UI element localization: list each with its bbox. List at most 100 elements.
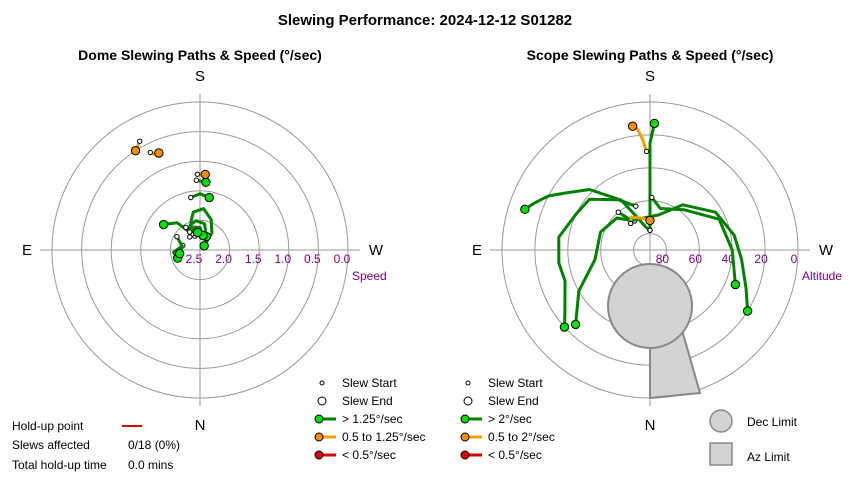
- dome-legend-label: 0.5 to 1.25°/sec: [342, 430, 426, 444]
- scope-slew-path: [557, 197, 638, 329]
- dec-limit-swatch: [709, 409, 733, 433]
- scope-legend-slow-marker: [460, 450, 470, 460]
- scope-compass-left: E: [472, 242, 482, 259]
- dome-radial-tick-label: 1.5: [245, 252, 262, 266]
- scope-legend-label: Slew End: [488, 394, 539, 408]
- slews-affected-label: Slews affected: [12, 438, 90, 452]
- dec-limit-region: [607, 263, 693, 349]
- dome-radial-tick-label: 0.0: [334, 252, 351, 266]
- scope-legend-medium-marker: [460, 432, 470, 442]
- dome-legend-label: > 1.25°/sec: [342, 412, 403, 426]
- dome-legend-slow-marker: [314, 450, 324, 460]
- dome-slew-start-marker: [193, 177, 200, 183]
- dome-slew-start-marker: [147, 149, 153, 156]
- dome-legend: Slew Start Slew End > 1.25°/sec 0.5 to 1.25…: [314, 376, 426, 462]
- az-limit-label: Az Limit: [747, 450, 790, 464]
- dome-slew-start-marker: [183, 224, 189, 231]
- scope-slew-end-marker: [559, 322, 570, 332]
- dome-legend-label: Slew Start: [342, 376, 397, 390]
- scope-radial-tick-label: 0: [791, 252, 798, 266]
- scope-legend-end-symbol: [463, 396, 473, 406]
- dome-legend-start-symbol: [319, 380, 325, 386]
- scope-slew-path: [650, 195, 737, 286]
- dome-slew-end-marker: [200, 169, 210, 180]
- dome-legend-end-symbol: [317, 396, 327, 406]
- dome-slew-end-marker: [199, 241, 209, 251]
- az-limit-swatch: [709, 442, 733, 466]
- dome-slew-end-marker: [204, 192, 214, 203]
- scope-slew-start-marker: [615, 209, 621, 215]
- scope-chart-title: Scope Slewing Paths & Speed (°/sec): [527, 47, 774, 63]
- dome-chart-title: Dome Slewing Paths & Speed (°/sec): [78, 47, 322, 63]
- scope-slew-start-marker: [647, 227, 653, 233]
- dome-legend-fast-marker: [314, 414, 324, 424]
- scope-slew-end-marker: [645, 215, 655, 226]
- scope-slew-end-marker: [570, 319, 581, 330]
- scope-slew-start-marker: [643, 148, 650, 155]
- scope-legend-label: > 2°/sec: [488, 412, 532, 426]
- scope-legend-label: < 0.5°/sec: [488, 448, 542, 462]
- scope-limit-regions: [607, 263, 702, 400]
- dome-radial-ticks: 2.5 2.0 1.5 1.0 0.5 0.0: [186, 252, 351, 266]
- scope-radial-label: Altitude: [802, 269, 842, 283]
- dome-slew-start-marker: [186, 229, 193, 235]
- scope-slew-path: [574, 216, 637, 326]
- dome-panel: Dome Slewing Paths & Speed (°/sec) S N E…: [22, 47, 426, 462]
- dome-slew-end-marker: [192, 227, 203, 238]
- scope-slew-paths: [520, 118, 753, 332]
- dome-slew-start-marker: [188, 194, 194, 201]
- scope-slew-path: [648, 122, 656, 232]
- dome-radial-tick-label: 2.0: [215, 252, 232, 266]
- holdup-time-label: Total hold-up time: [12, 458, 107, 472]
- dome-radial-tick-label: 1.0: [274, 252, 291, 266]
- dome-slew-end-marker: [158, 219, 169, 230]
- dome-legend-medium-marker: [314, 432, 324, 442]
- dome-compass-right: W: [369, 242, 384, 259]
- dec-limit-label: Dec Limit: [747, 415, 798, 429]
- scope-slew-end-marker: [649, 118, 660, 129]
- dome-compass-bottom: N: [195, 417, 206, 434]
- scope-radial-ticks: 80 60 40 20 0: [656, 252, 798, 266]
- dome-slew-end-marker: [154, 148, 164, 158]
- dome-legend-label: < 0.5°/sec: [342, 448, 396, 462]
- dome-slew-start-marker: [187, 234, 193, 240]
- dome-slew-path: [189, 207, 214, 248]
- scope-limit-legend: Dec Limit Az Limit: [709, 409, 798, 466]
- scope-legend: Slew Start Slew End > 2°/sec 0.5 to 2°/sec <…: [460, 376, 555, 462]
- scope-slew-end-marker: [730, 279, 741, 290]
- scope-compass-right: W: [819, 242, 834, 259]
- dome-radial-label: Speed: [352, 269, 387, 283]
- dome-slew-start-marker: [174, 233, 180, 240]
- dome-slew-end-marker: [130, 146, 141, 156]
- dome-radial-tick-label: 0.5: [304, 252, 321, 266]
- scope-radial-tick-label: 60: [689, 252, 703, 266]
- dome-slew-end-marker: [174, 248, 185, 259]
- slews-affected-value: 0/18 (0%): [128, 438, 180, 452]
- holdup-summary: Hold-up point Slews affected 0/18 (0%) T…: [12, 419, 180, 472]
- dome-slew-end-marker: [201, 177, 211, 187]
- scope-slew-path: [523, 188, 652, 232]
- scope-compass-top: S: [645, 68, 655, 85]
- dome-slew-start-marker: [137, 138, 143, 144]
- scope-legend-label: Slew Start: [488, 376, 543, 390]
- dome-slew-paths: [130, 138, 214, 263]
- scope-slew-end-marker: [627, 121, 638, 131]
- scope-legend-fast-marker: [460, 414, 470, 424]
- scope-radial-tick-label: 80: [656, 252, 670, 266]
- scope-compass-bottom: N: [645, 417, 656, 434]
- scope-slew-start-marker: [627, 220, 634, 227]
- scope-slew-start-marker: [633, 203, 639, 209]
- dome-polar-grid: [40, 94, 360, 406]
- dome-compass-top: S: [195, 68, 205, 85]
- scope-legend-start-symbol: [465, 380, 471, 386]
- scope-radial-tick-label: 20: [754, 252, 768, 266]
- figure-title: Slewing Performance: 2024-12-12 S01282: [278, 12, 572, 29]
- holdup-time-value: 0.0 mins: [128, 458, 173, 472]
- dome-legend-label: Slew End: [342, 394, 393, 408]
- dome-compass-left: E: [22, 242, 32, 259]
- scope-slew-start-marker: [649, 194, 655, 201]
- dome-slew-start-marker: [194, 171, 201, 177]
- holdup-point-label: Hold-up point: [12, 419, 84, 433]
